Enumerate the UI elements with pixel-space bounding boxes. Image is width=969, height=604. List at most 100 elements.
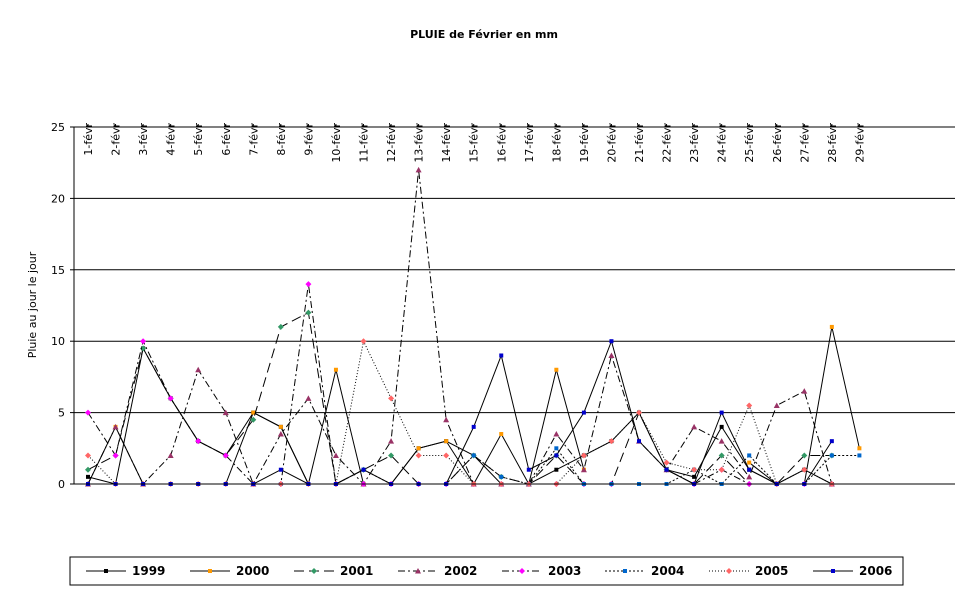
x-tick-label: 11-févr	[358, 123, 371, 163]
legend: 1999 2000 2001 2002 2003 2004 2005 2006	[69, 556, 904, 586]
data-point	[443, 452, 450, 459]
data-point	[360, 338, 367, 345]
x-tick-label: 28-févr	[826, 123, 839, 163]
data-point	[167, 395, 174, 402]
y-tick-label: 20	[51, 192, 65, 205]
x-tick-label: 15-févr	[468, 123, 481, 163]
x-tick-label: 8-févr	[275, 123, 288, 156]
data-point	[333, 367, 338, 372]
data-point	[747, 453, 752, 458]
data-point	[361, 467, 366, 472]
data-point	[251, 410, 256, 415]
x-tick-label: 7-févr	[247, 123, 260, 156]
data-point	[444, 439, 449, 444]
legend-label: 2002	[444, 564, 477, 578]
series-line	[87, 339, 833, 485]
x-tick-label: 29-févr	[853, 123, 866, 163]
y-tick-label: 5	[58, 407, 65, 420]
x-tick-label: 1-févr	[82, 123, 95, 156]
data-point	[388, 395, 395, 402]
data-point	[691, 466, 698, 473]
data-point	[195, 438, 202, 445]
legend-label: 2000	[236, 564, 269, 578]
x-tick-label: 9-févr	[302, 123, 315, 156]
series-line	[87, 169, 833, 486]
data-point	[747, 460, 752, 465]
gridlines	[70, 126, 955, 485]
data-point	[801, 466, 808, 473]
x-tick-label: 27-févr	[798, 123, 811, 163]
series-layer	[85, 166, 862, 487]
x-tick-label: 23-févr	[688, 123, 701, 163]
data-point	[415, 452, 422, 459]
x-tick-label: 25-févr	[743, 123, 756, 163]
data-point	[553, 431, 560, 437]
data-point	[388, 438, 395, 444]
legend-item: 2005	[709, 564, 788, 578]
data-point	[85, 409, 91, 416]
legend-item: 2000	[190, 564, 269, 578]
x-tick-labels: 1-févr 2-févr 3-févr 4-févr 5-févr 6-févr 7-fé…	[82, 123, 866, 163]
series-line	[87, 284, 612, 485]
data-point	[195, 366, 202, 373]
data-point	[526, 467, 531, 472]
data-point	[580, 452, 587, 459]
y-axis-label: Pluie au jour le jour	[26, 251, 39, 358]
data-point	[801, 388, 808, 394]
data-point	[140, 345, 147, 352]
legend-item: 2002	[398, 564, 477, 578]
data-point	[664, 467, 669, 472]
legend-label: 2005	[755, 564, 788, 578]
data-point	[104, 569, 108, 573]
data-point	[499, 432, 504, 437]
data-point	[86, 474, 90, 479]
data-point	[443, 416, 450, 423]
data-point	[415, 568, 421, 574]
data-point	[746, 402, 753, 409]
data-point	[719, 410, 724, 415]
data-point	[278, 424, 283, 429]
legend-label: 2003	[548, 564, 581, 578]
x-tick-label: 24-févr	[716, 123, 729, 163]
x-tick-label: 5-févr	[192, 123, 205, 156]
data-point	[278, 467, 283, 472]
x-tick-label: 2-févr	[110, 123, 123, 156]
axes	[73, 127, 955, 485]
data-point	[554, 467, 559, 472]
x-tick-label: 13-févr	[413, 123, 426, 163]
y-tick-label: 10	[51, 335, 65, 348]
x-tick-label: 19-févr	[578, 123, 591, 163]
data-point	[305, 309, 312, 316]
data-point	[311, 568, 317, 574]
data-point	[831, 569, 835, 573]
data-point	[554, 367, 559, 372]
data-point	[519, 568, 525, 574]
chart-title: PLUIE de Février en mm	[410, 28, 558, 41]
data-point	[801, 452, 808, 459]
data-point	[250, 416, 257, 423]
x-tick-label: 14-févr	[440, 123, 453, 163]
y-tick-label: 15	[51, 264, 65, 277]
data-point	[305, 281, 312, 288]
data-point	[554, 453, 559, 458]
series-line	[87, 346, 833, 485]
x-tick-label: 4-févr	[165, 123, 178, 156]
y-tick-label: 25	[51, 121, 65, 134]
data-point	[829, 439, 834, 444]
series-line	[87, 311, 832, 485]
data-point	[85, 466, 91, 473]
data-point	[718, 466, 725, 473]
legend-label: 2006	[859, 564, 892, 578]
data-point	[718, 452, 725, 459]
x-tick-label: 18-févr	[550, 123, 563, 163]
data-point	[277, 323, 284, 330]
x-tick-label: 16-févr	[495, 123, 508, 163]
data-point	[773, 402, 780, 408]
data-point	[829, 453, 834, 458]
data-point	[636, 409, 642, 416]
x-tick-label: 6-févr	[220, 123, 233, 156]
data-point	[719, 424, 724, 429]
data-point	[637, 439, 641, 444]
x-tick-label: 20-févr	[605, 123, 618, 163]
